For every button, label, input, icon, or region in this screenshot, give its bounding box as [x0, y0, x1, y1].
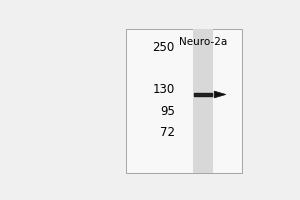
Text: 95: 95: [160, 105, 175, 118]
Text: 72: 72: [160, 126, 175, 139]
Bar: [126, 29, 242, 173]
Bar: [193, 29, 213, 173]
Text: Neuro-2a: Neuro-2a: [179, 37, 227, 47]
Text: 250: 250: [152, 41, 175, 54]
Text: 130: 130: [152, 83, 175, 96]
Polygon shape: [214, 91, 226, 98]
